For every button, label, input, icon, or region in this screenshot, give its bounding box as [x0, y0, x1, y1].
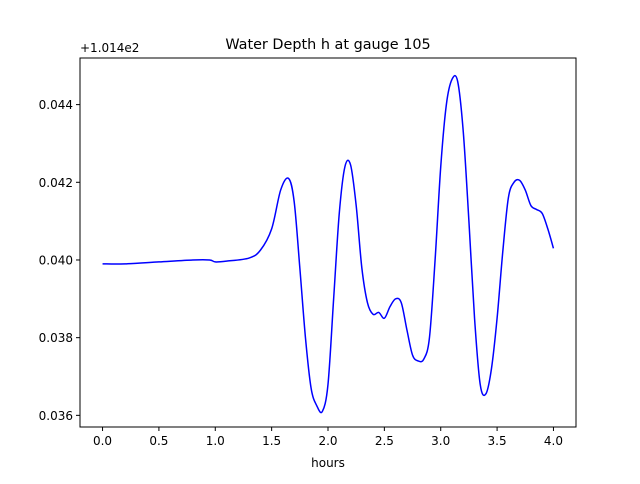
chart-title: Water Depth h at gauge 105 [225, 37, 430, 53]
y-axis: 0.036 0.038 0.040 0.042 0.044 [39, 98, 80, 423]
y-tick-label: 0.038 [39, 331, 73, 345]
x-tick-label: 3.0 [431, 434, 450, 448]
x-tick-label: 0.5 [149, 434, 168, 448]
series-line-0 [102, 74, 555, 414]
x-tick-label: 0.0 [93, 434, 112, 448]
x-axis-label: hours [311, 456, 345, 470]
y-tick-label: 0.044 [39, 98, 73, 112]
x-tick-label: 1.0 [206, 434, 225, 448]
plot-area [102, 74, 555, 414]
x-tick-label: 2.5 [375, 434, 394, 448]
x-tick-label: 2.0 [318, 434, 337, 448]
y-tick-label: 0.042 [39, 176, 73, 190]
x-tick-label: 1.5 [262, 434, 281, 448]
y-tick-label: 0.040 [39, 253, 73, 267]
x-axis: 0.0 0.5 1.0 1.5 2.0 2.5 3.0 3.5 4.0 [93, 427, 563, 448]
x-tick-label: 3.5 [488, 434, 507, 448]
y-axis-offset-label: +1.014e2 [80, 41, 139, 55]
x-tick-label: 4.0 [544, 434, 563, 448]
y-tick-label: 0.036 [39, 409, 73, 423]
